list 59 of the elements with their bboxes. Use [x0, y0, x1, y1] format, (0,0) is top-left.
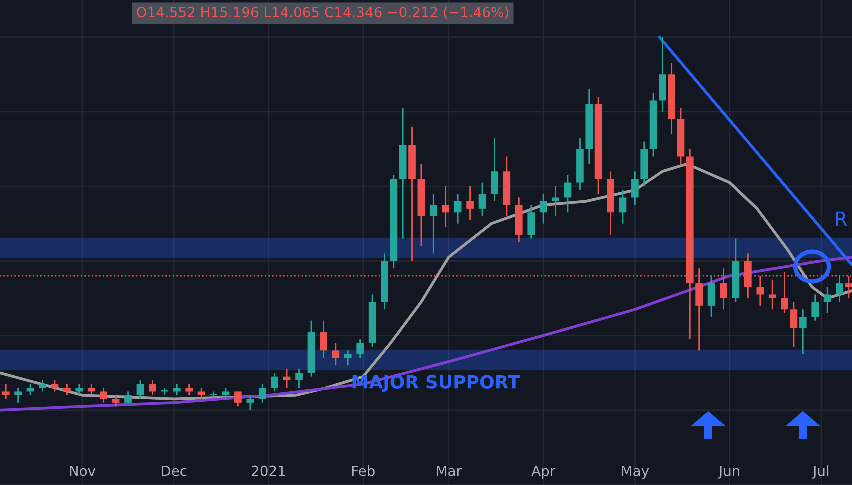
x-tick-label: Feb — [352, 466, 375, 476]
candlestick — [296, 368, 303, 389]
candlestick — [540, 193, 548, 225]
candlestick — [824, 286, 832, 314]
candlestick — [258, 384, 266, 404]
x-tick-label: 2021 — [252, 466, 286, 476]
candlestick — [552, 186, 560, 218]
candlestick — [149, 380, 156, 396]
candlestick — [222, 387, 230, 400]
candlestick — [790, 301, 798, 348]
candlestick — [466, 186, 474, 221]
x-tick-label: Jul — [812, 466, 829, 479]
candlestick — [173, 384, 181, 396]
x-tick-label: Dec — [162, 466, 187, 476]
candlestick — [768, 279, 776, 310]
candlestick — [26, 384, 34, 396]
candlestick — [186, 384, 193, 396]
x-tick-label: Mar — [437, 466, 462, 476]
candlestick — [564, 174, 572, 214]
candlestick — [356, 338, 364, 359]
candlestick — [136, 380, 144, 400]
x-tick-label: Apr — [532, 466, 556, 479]
candlestick — [430, 193, 438, 254]
candlestick — [344, 350, 352, 366]
candlestick — [781, 272, 788, 314]
text: O14.552 H15.196 L14.065 C14.346 −0.212 (−1.46%) — [137, 6, 508, 20]
x-tick-label: Nov — [70, 466, 96, 476]
candlestick — [619, 190, 627, 225]
candlestick — [14, 387, 22, 404]
candlestick — [100, 387, 108, 404]
x-tick-label: Jun — [718, 466, 740, 479]
candlestick — [799, 308, 807, 356]
candlestick — [491, 137, 498, 202]
candlestick — [320, 320, 328, 359]
candlestick — [271, 372, 279, 392]
candlestick — [332, 342, 340, 366]
candlestick — [442, 186, 450, 228]
candlestick — [112, 394, 120, 408]
candlestick — [836, 275, 844, 303]
candlestick — [708, 275, 716, 318]
candlestick — [528, 204, 536, 240]
candlestick — [124, 391, 132, 404]
candlestick — [283, 368, 291, 389]
candlestick — [88, 384, 96, 396]
candlestick — [246, 394, 254, 412]
x-tick-label: May — [622, 466, 650, 479]
candlestick — [39, 380, 46, 392]
candlestick — [2, 384, 10, 400]
candlestick — [632, 170, 639, 206]
candlestick — [64, 384, 71, 396]
candlestick — [234, 391, 242, 408]
candlestick — [812, 294, 820, 322]
candlestick — [51, 380, 59, 392]
candlestick — [454, 193, 462, 225]
annotation: MAJOR SUPPORT — [352, 375, 520, 392]
candlestick — [478, 182, 486, 218]
candlestick — [76, 384, 84, 396]
annotation: R — [836, 212, 848, 226]
candlestick — [198, 387, 206, 400]
